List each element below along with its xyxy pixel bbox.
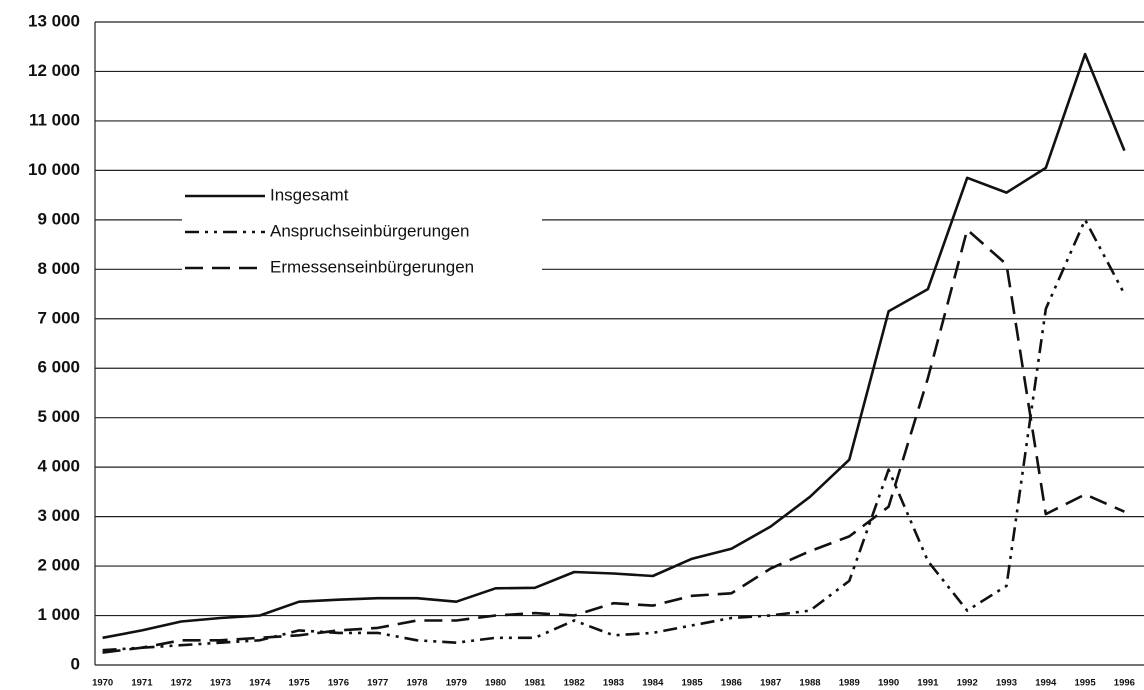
series-line: [102, 218, 1126, 652]
x-tick-label: 1986: [721, 678, 742, 689]
x-tick-label: 1992: [957, 678, 978, 689]
x-tick-label: 1973: [210, 678, 231, 689]
x-tick-label: 1994: [1035, 678, 1057, 689]
y-tick-label: 6 000: [37, 358, 80, 377]
x-tick-label: 1988: [799, 678, 820, 689]
series-line: [102, 52, 1126, 640]
y-tick-label: 7 000: [37, 308, 80, 327]
x-tick-label: 1972: [171, 678, 192, 689]
x-tick-label: 1971: [131, 678, 153, 689]
x-tick-label: 1980: [485, 678, 506, 689]
y-tick-label: 13 000: [28, 11, 80, 30]
x-tick-label: 1976: [328, 678, 349, 689]
legend-label: Ermessenseinbürgerungen: [270, 257, 474, 276]
x-tick-label: 1983: [603, 678, 624, 689]
y-tick-label: 0: [71, 654, 80, 673]
x-tick-label: 1987: [760, 678, 781, 689]
y-tick-label: 12 000: [28, 61, 80, 80]
y-tick-label: 4 000: [37, 457, 80, 476]
x-tick-label: 1981: [524, 678, 546, 689]
y-tick-label: 5 000: [37, 407, 80, 426]
y-tick-label: 1 000: [37, 605, 80, 624]
x-tick-label: 1977: [367, 678, 388, 689]
x-tick-label: 1970: [92, 678, 113, 689]
x-tick-label: 1985: [682, 678, 704, 689]
y-tick-label: 8 000: [37, 259, 80, 278]
x-tick-label: 1989: [839, 678, 860, 689]
x-tick-label: 1979: [446, 678, 467, 689]
x-tick-label: 1991: [917, 678, 939, 689]
y-tick-label: 9 000: [37, 209, 80, 228]
y-tick-label: 10 000: [28, 160, 80, 179]
y-tick-label: 3 000: [37, 506, 80, 525]
x-tick-label: 1993: [996, 678, 1017, 689]
x-tick-label: 1990: [878, 678, 899, 689]
x-tick-label: 1995: [1074, 678, 1096, 689]
series-line: [102, 228, 1125, 654]
x-tick-label: 1996: [1114, 678, 1135, 689]
x-tick-label: 1984: [642, 678, 664, 689]
x-tick-label: 1974: [249, 678, 271, 689]
y-tick-label: 2 000: [37, 556, 80, 575]
y-tick-label: 11 000: [29, 110, 80, 129]
legend-label: Anspruchseinbürgerungen: [270, 221, 469, 240]
x-tick-label: 1978: [406, 678, 427, 689]
x-tick-label: 1975: [289, 678, 311, 689]
legend-label: Insgesamt: [270, 185, 349, 204]
x-tick-label: 1982: [564, 678, 585, 689]
